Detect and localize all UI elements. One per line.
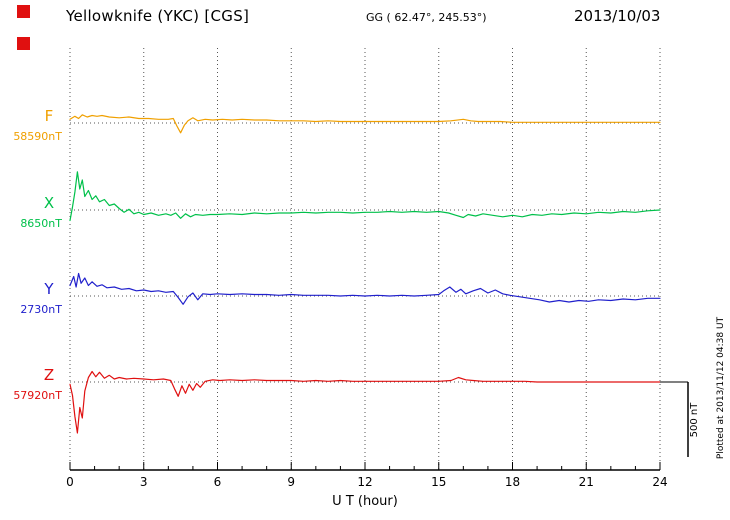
x-tick-label-3: 3 [139, 475, 148, 489]
geo-coordinates: GG ( 62.47°, 245.53°) [366, 11, 487, 24]
trace-baseline-value-X: 8650nT [20, 217, 62, 230]
x-tick-label-18: 18 [504, 475, 521, 489]
x-tick-label-6: 6 [213, 475, 222, 489]
x-axis-label: U T (hour) [332, 494, 398, 509]
trace-F [69, 114, 661, 134]
trace-baseline-value-Z: 57920nT [13, 389, 62, 402]
x-tick-label-15: 15 [431, 475, 447, 489]
alert-square-icon-2 [17, 37, 30, 50]
x-tick-label-0: 0 [66, 475, 74, 489]
trace-baseline-value-F: 58590nT [13, 130, 62, 143]
alert-square-icon [17, 5, 30, 18]
trace-label-Y: Y [44, 280, 54, 298]
plot-date: 2013/10/03 [574, 7, 661, 25]
trace-Z [69, 370, 661, 434]
x-tick-label-9: 9 [287, 475, 296, 489]
trace-X [69, 171, 661, 222]
x-tick-label-21: 21 [578, 475, 594, 489]
trace-label-F: F [44, 107, 54, 125]
trace-label-X: X [43, 194, 55, 212]
trace-label-Z: Z [43, 366, 55, 384]
trace-baseline-value-Y: 2730nT [20, 303, 62, 316]
station-title: Yellowknife (YKC) [CGS] [66, 7, 250, 25]
scale-bar-label: 500 nT [689, 402, 700, 438]
trace-Y [69, 272, 661, 305]
plotted-at-note: Plotted at 2013/11/12 04:38 UT [716, 316, 726, 460]
x-tick-label-24: 24 [652, 475, 668, 489]
x-tick-label-12: 12 [357, 475, 373, 489]
